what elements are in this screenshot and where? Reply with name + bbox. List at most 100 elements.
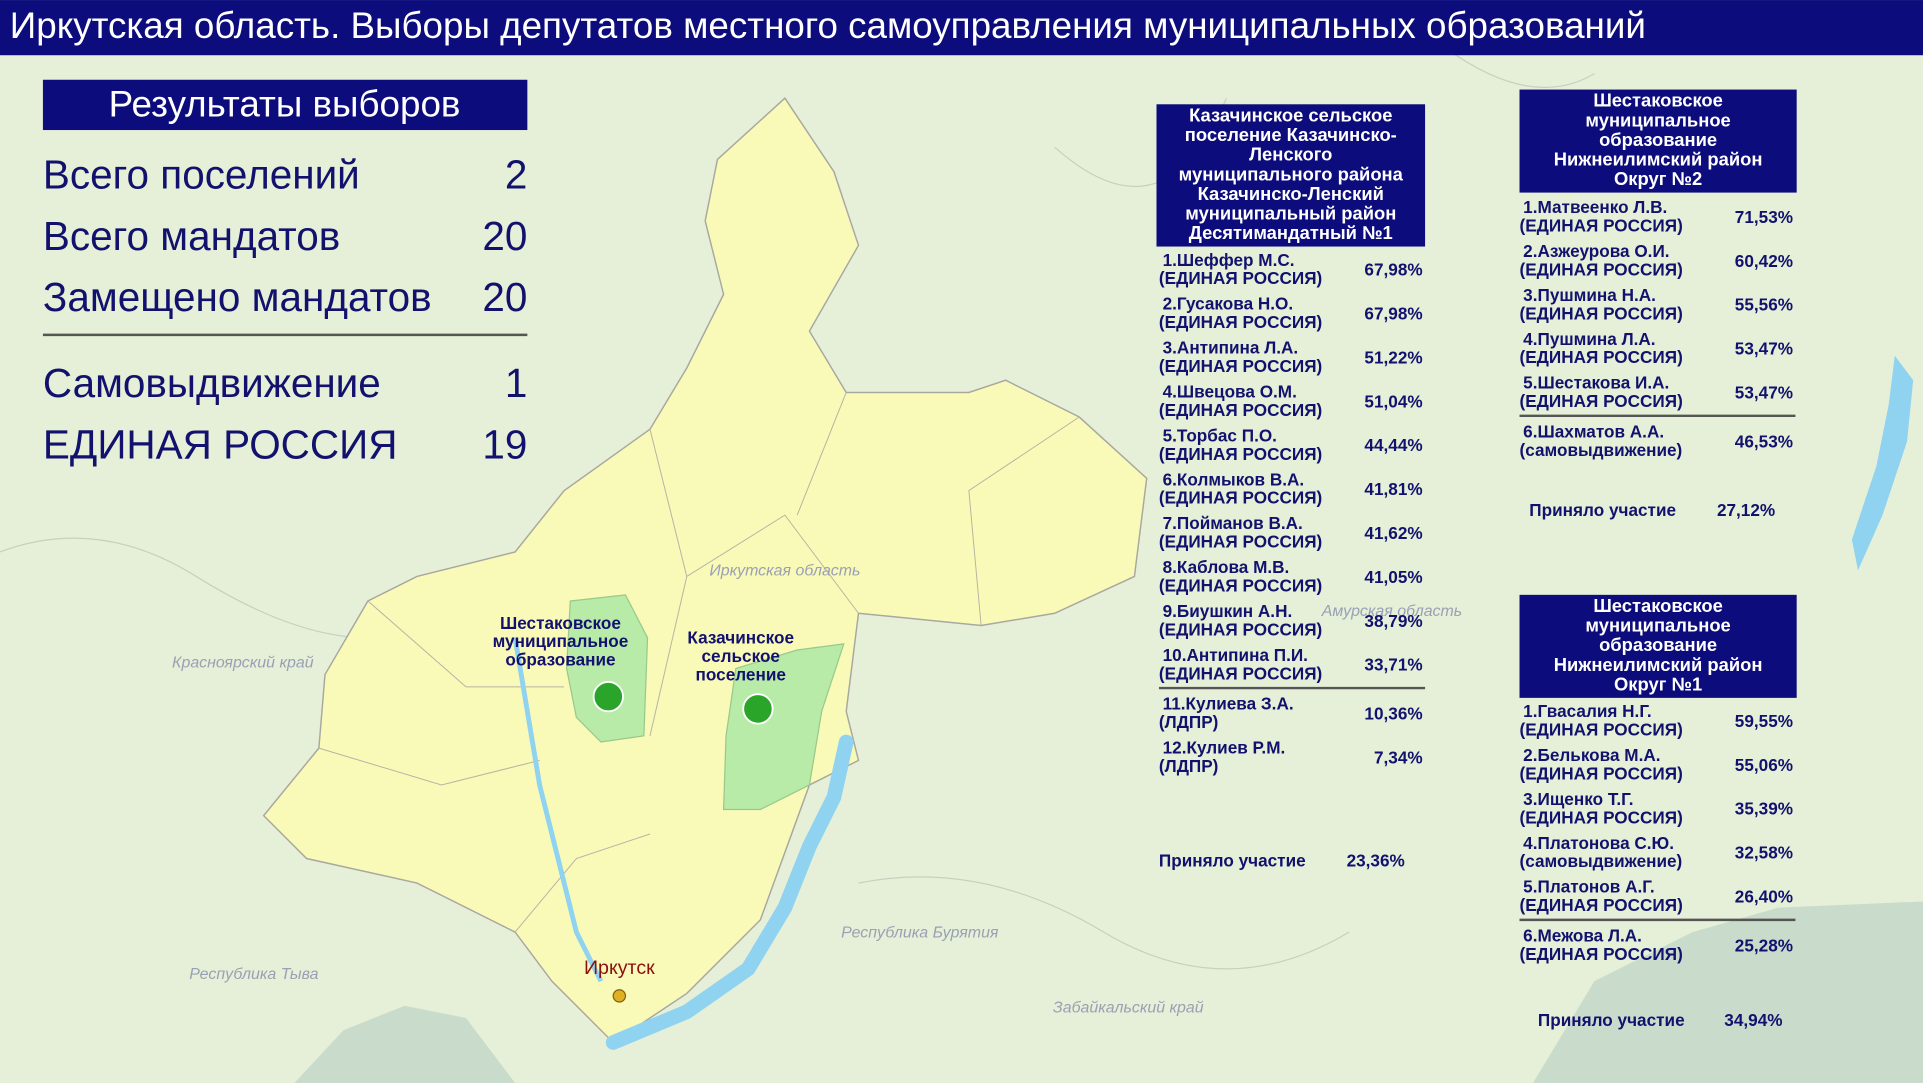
candidate-party: (самовыдвижение) — [1520, 440, 1683, 460]
candidate-party: (ЕДИНАЯ РОССИЯ) — [1520, 807, 1683, 827]
panel-title: Казачинско-Ленский — [1198, 183, 1384, 204]
neighbour-area — [1533, 901, 1923, 1083]
turnout-value: 34,94% — [1724, 1010, 1782, 1030]
candidate-party: (ЕДИНАЯ РОССИЯ) — [1159, 576, 1322, 596]
candidate-percent: 38,79% — [1364, 611, 1422, 631]
candidate-party: (ЕДИНАЯ РОССИЯ) — [1520, 895, 1683, 915]
candidate-name: 4.Платонова С.Ю. — [1523, 833, 1674, 853]
candidate-name: 3.Ищенко Т.Г. — [1523, 789, 1633, 809]
panel-title-box — [1519, 89, 1797, 193]
candidate-percent: 41,05% — [1364, 567, 1422, 587]
candidate-percent: 53,47% — [1735, 339, 1793, 359]
candidate-name: 5.Торбас П.О. — [1163, 425, 1277, 445]
settlement-area — [722, 643, 845, 811]
candidate-party: (ЕДИНАЯ РОССИЯ) — [1520, 944, 1683, 964]
city-label: Иркутск — [584, 957, 655, 979]
summary-label: Всего поселений — [43, 152, 360, 198]
candidate-percent: 7,34% — [1374, 747, 1423, 767]
panel-title: Казачинское сельское — [1189, 104, 1392, 125]
turnout-value: 27,12% — [1717, 500, 1775, 520]
settlement-icon[interactable] — [742, 693, 774, 725]
settlement-label: Шестаковское — [500, 613, 621, 633]
candidate-percent: 35,39% — [1735, 799, 1793, 819]
turnout-label: Приняло участие — [1538, 1010, 1685, 1030]
settlement-label: сельское — [702, 646, 780, 666]
summary-value: 2 — [505, 152, 528, 198]
candidate-name: 7.Пойманов В.А. — [1163, 513, 1303, 533]
irkutsk-region — [262, 97, 1148, 1044]
candidate-name: 3.Пушмина Н.А. — [1523, 285, 1656, 305]
settlement-icon[interactable] — [592, 681, 624, 713]
candidate-percent: 41,62% — [1364, 523, 1422, 543]
candidate-name: 9.Биушкин А.Н. — [1163, 601, 1293, 621]
panel-title: образование — [1599, 634, 1717, 655]
candidate-percent: 46,53% — [1735, 431, 1793, 451]
candidate-percent: 51,22% — [1364, 347, 1422, 367]
panel-title: Ленского — [1249, 144, 1332, 165]
settlement-label: образование — [505, 650, 615, 670]
settlement-label: Казачинское — [687, 628, 794, 648]
candidate-name: 3.Антипина Л.А. — [1163, 338, 1299, 358]
candidate-percent: 41,81% — [1364, 479, 1422, 499]
candidate-party: (ЕДИНАЯ РОССИЯ) — [1159, 400, 1322, 420]
candidate-name: 1.Шеффер М.С. — [1163, 250, 1295, 270]
candidate-percent: 67,98% — [1364, 260, 1422, 280]
border-line — [0, 48, 1595, 970]
turnout-label: Приняло участие — [1159, 851, 1306, 871]
panel-title: Шестаковское — [1593, 595, 1723, 616]
candidate-party: (ЕДИНАЯ РОССИЯ) — [1520, 259, 1683, 279]
summary-label: Самовыдвижение — [43, 360, 381, 406]
candidate-percent: 67,98% — [1364, 304, 1422, 324]
summary-title-box — [42, 79, 528, 131]
panel-title: Нижнеилимский район — [1554, 654, 1763, 675]
candidate-party: (самовыдвижение) — [1520, 851, 1683, 871]
candidate-party: (ЕДИНАЯ РОССИЯ) — [1520, 720, 1683, 740]
candidate-name: 5.Шестакова И.А. — [1523, 373, 1669, 393]
content: Всего поселений 2 Всего мандатов 20 Замещено… — [43, 89, 1797, 1030]
river — [512, 637, 604, 983]
candidate-party: (ЕДИНАЯ РОССИЯ) — [1520, 391, 1683, 411]
candidate-party: (ЕДИНАЯ РОССИЯ) — [1159, 663, 1322, 683]
candidate-party: (ЛДПР) — [1159, 756, 1218, 776]
candidate-percent: 60,42% — [1735, 251, 1793, 271]
candidate-percent: 26,40% — [1735, 887, 1793, 907]
summary-label: ЕДИНАЯ РОССИЯ — [43, 421, 398, 467]
candidate-name: 6.Межова Л.А. — [1523, 926, 1642, 946]
lake — [1851, 355, 1914, 571]
panel-title: Округ №2 — [1614, 168, 1702, 189]
candidate-percent: 71,53% — [1735, 207, 1793, 227]
candidate-name: 2.Белькова М.А. — [1523, 745, 1660, 765]
candidate-party: (ЕДИНАЯ РОССИЯ) — [1159, 268, 1322, 288]
panel-title: муниципальное — [1585, 109, 1730, 130]
candidate-name: 2.Гусакова Н.О. — [1163, 294, 1294, 314]
panel-title-box — [1519, 594, 1797, 698]
candidate-percent: 25,28% — [1735, 935, 1793, 955]
candidate-party: (ЛДПР) — [1159, 712, 1218, 732]
panel-title: Округ №1 — [1614, 673, 1702, 694]
candidate-name: 4.Швецова О.М. — [1163, 382, 1297, 402]
region-label: Республика Бурятия — [841, 925, 999, 942]
panel-title-box — [1156, 104, 1426, 247]
candidate-party: (ЕДИНАЯ РОССИЯ) — [1159, 444, 1322, 464]
candidate-party: (ЕДИНАЯ РОССИЯ) — [1159, 619, 1322, 639]
candidate-percent: 33,71% — [1364, 655, 1422, 675]
settlement-area — [565, 594, 649, 743]
candidate-party: (ЕДИНАЯ РОССИЯ) — [1520, 763, 1683, 783]
region-label: Иркутская область — [709, 563, 860, 580]
city-marker — [612, 989, 627, 1003]
summary-value: 1 — [505, 360, 528, 406]
candidate-percent: 55,06% — [1735, 755, 1793, 775]
settlement-label: поселение — [696, 664, 786, 684]
turnout-value: 23,36% — [1347, 851, 1405, 871]
candidate-party: (ЕДИНАЯ РОССИЯ) — [1520, 347, 1683, 367]
summary-value: 19 — [482, 421, 527, 467]
turnout-label: Приняло участие — [1529, 500, 1676, 520]
candidate-party: (ЕДИНАЯ РОССИЯ) — [1159, 532, 1322, 552]
settlement-label: муниципальное — [493, 631, 629, 651]
candidate-name: 10.Антипина П.И. — [1163, 645, 1308, 665]
candidate-party: (ЕДИНАЯ РОССИЯ) — [1159, 312, 1322, 332]
district-border — [318, 392, 1080, 933]
summary-label: Замещено мандатов — [43, 274, 432, 320]
candidate-party: (ЕДИНАЯ РОССИЯ) — [1159, 488, 1322, 508]
panel-title: поселение Казачинско- — [1185, 124, 1397, 145]
